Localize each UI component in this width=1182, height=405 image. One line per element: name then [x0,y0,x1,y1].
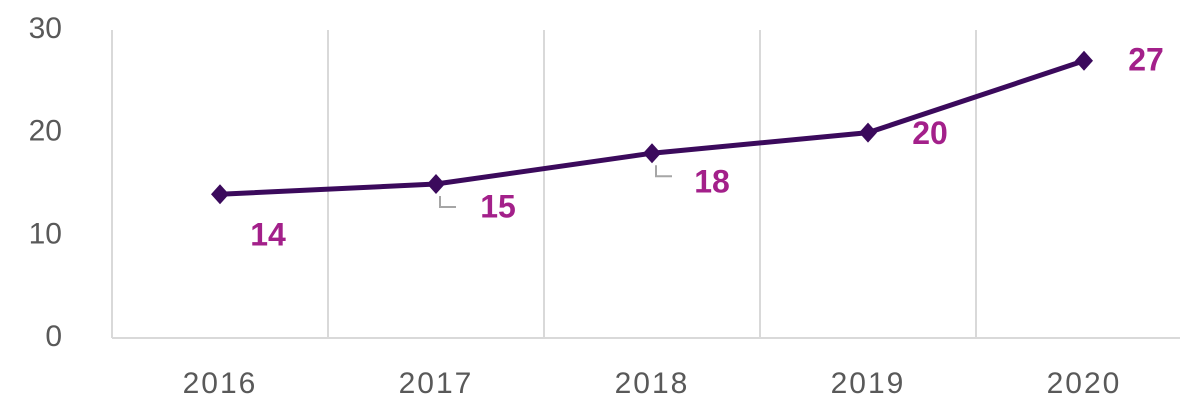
data-label: 27 [1128,41,1164,77]
data-label: 18 [694,164,730,200]
leader-line [655,165,672,178]
data-label: 14 [250,217,286,253]
x-tick-label: 2020 [1047,367,1122,400]
marker [859,122,877,143]
marker [643,143,661,164]
y-tick-label: 30 [29,12,62,45]
data-label: 15 [480,188,516,224]
line [219,58,1085,197]
marker [211,184,229,205]
data-label: 20 [912,115,948,151]
x-tick-label: 2016 [183,367,258,400]
x-tick-label: 2019 [831,367,906,400]
y-tick-label: 10 [29,217,62,250]
marker [427,174,445,194]
y-tick-label: 0 [45,320,62,353]
x-tick-label: 2018 [615,367,690,400]
leader-line [439,196,456,208]
x-tick-label: 2017 [399,367,474,400]
y-tick-label: 20 [29,115,62,148]
marker [1075,50,1093,71]
